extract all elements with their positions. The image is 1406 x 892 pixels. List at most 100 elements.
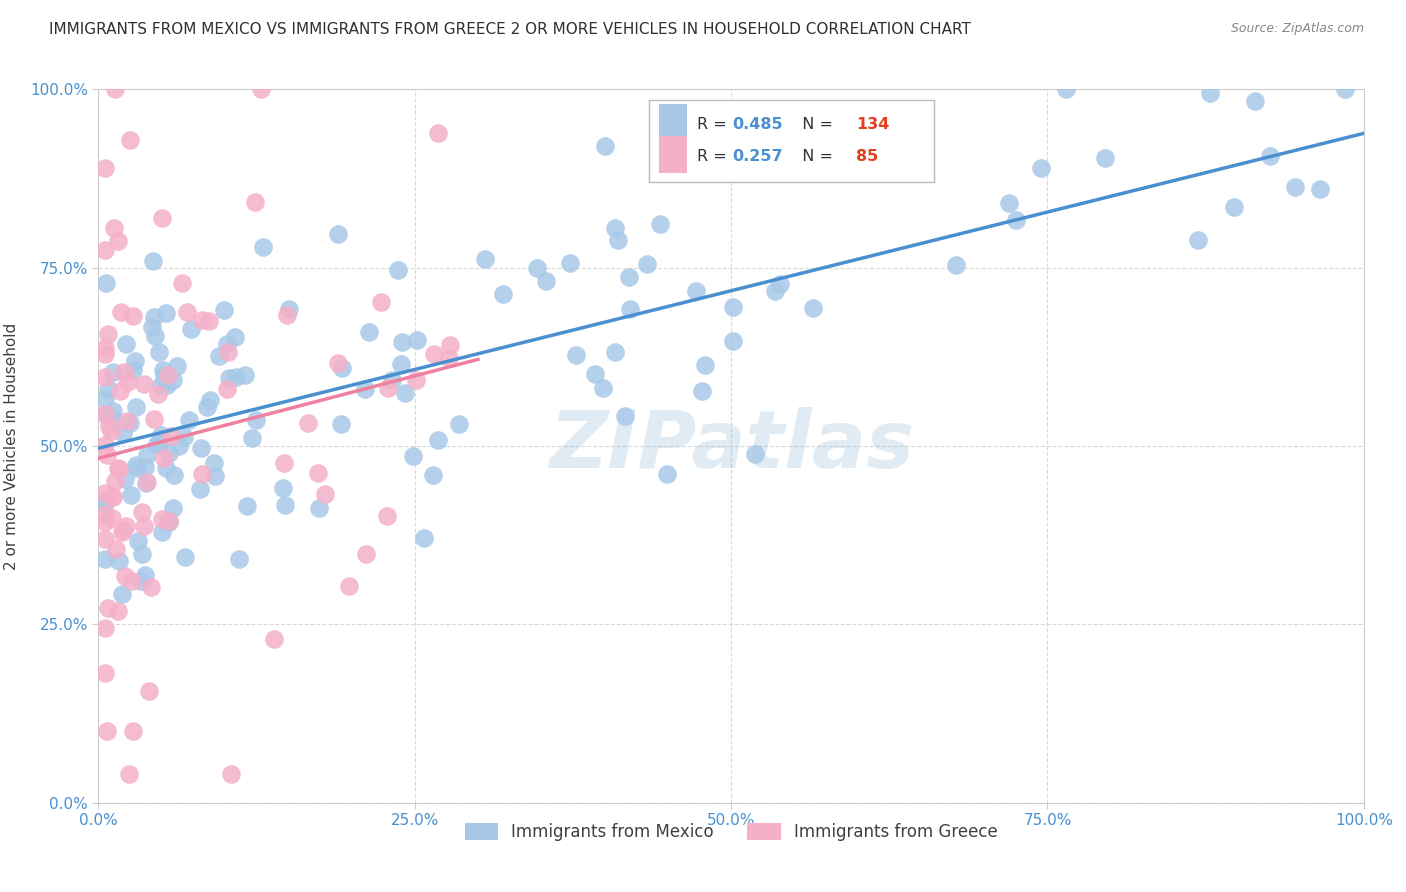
Point — [96, 276, 118, 290]
Point — [381, 373, 404, 387]
Point — [263, 632, 285, 646]
Point — [558, 256, 581, 270]
Point — [96, 723, 118, 738]
Point — [221, 767, 243, 781]
Point — [107, 460, 129, 475]
Point — [685, 284, 707, 298]
Point — [330, 417, 353, 432]
Text: ZIPatlas: ZIPatlas — [548, 407, 914, 485]
Point — [1309, 182, 1331, 196]
Point — [101, 490, 124, 504]
Point — [328, 227, 350, 241]
Point — [135, 475, 157, 490]
Point — [136, 448, 159, 462]
Point — [354, 382, 377, 396]
Point — [118, 767, 141, 781]
Point — [218, 371, 240, 385]
Text: R =: R = — [697, 118, 733, 132]
Point — [157, 446, 180, 460]
Point — [605, 345, 627, 359]
Text: Source: ZipAtlas.com: Source: ZipAtlas.com — [1230, 22, 1364, 36]
Point — [422, 468, 444, 483]
Point — [114, 569, 136, 583]
Point — [94, 666, 117, 681]
Point — [93, 161, 117, 176]
Point — [162, 373, 184, 387]
Point — [100, 425, 122, 439]
Point — [474, 252, 496, 266]
Point — [413, 531, 436, 545]
Point — [1004, 213, 1026, 227]
Y-axis label: 2 or more Vehicles in Household: 2 or more Vehicles in Household — [4, 322, 18, 570]
Point — [156, 368, 179, 382]
Point — [111, 587, 134, 601]
Point — [235, 368, 257, 382]
Point — [1258, 149, 1281, 163]
Point — [101, 489, 124, 503]
Point — [449, 417, 471, 431]
Point — [224, 330, 246, 344]
Point — [143, 412, 166, 426]
Point — [307, 466, 329, 480]
Point — [157, 514, 180, 528]
Point — [191, 467, 214, 481]
Point — [375, 508, 398, 523]
Point — [583, 368, 606, 382]
Point — [121, 574, 143, 589]
Point — [179, 413, 201, 427]
Point — [235, 500, 257, 514]
Point — [356, 547, 378, 561]
Point — [605, 221, 627, 235]
Point — [115, 518, 138, 533]
Point — [163, 468, 186, 483]
Point — [121, 309, 143, 323]
Point — [250, 82, 273, 96]
Point — [606, 233, 628, 247]
Legend: Immigrants from Mexico, Immigrants from Greece: Immigrants from Mexico, Immigrants from … — [458, 816, 1004, 848]
Point — [160, 429, 183, 443]
Point — [1187, 234, 1209, 248]
Point — [276, 309, 298, 323]
Point — [534, 274, 557, 288]
Point — [111, 425, 134, 440]
Point — [198, 314, 221, 328]
Point — [148, 386, 170, 401]
Point — [129, 574, 152, 589]
Point — [370, 295, 392, 310]
Point — [143, 310, 166, 324]
Point — [93, 438, 117, 452]
Point — [120, 488, 142, 502]
Point — [93, 486, 117, 500]
Point — [162, 500, 184, 515]
Point — [121, 363, 143, 377]
Point — [402, 449, 425, 463]
Text: 0.257: 0.257 — [733, 150, 783, 164]
Point — [801, 301, 824, 316]
Point — [180, 322, 202, 336]
Point — [245, 195, 267, 210]
Point — [172, 277, 194, 291]
Point — [112, 365, 135, 379]
Point — [215, 383, 238, 397]
Point — [118, 133, 141, 147]
Point — [153, 368, 176, 383]
Point — [426, 433, 449, 447]
Text: 134: 134 — [856, 118, 890, 132]
Text: 0.485: 0.485 — [733, 118, 783, 132]
Point — [592, 381, 614, 395]
Point — [148, 435, 170, 450]
Point — [136, 475, 159, 490]
Point — [131, 547, 153, 561]
Point — [150, 378, 173, 392]
Point — [945, 258, 967, 272]
Point — [94, 408, 117, 422]
Point — [391, 335, 413, 350]
Point — [173, 430, 195, 444]
Point — [93, 369, 117, 384]
Point — [1029, 161, 1052, 176]
Text: N =: N = — [792, 118, 838, 132]
Point — [763, 284, 786, 298]
Point — [1094, 151, 1116, 165]
Point — [619, 302, 641, 317]
Point — [141, 319, 163, 334]
